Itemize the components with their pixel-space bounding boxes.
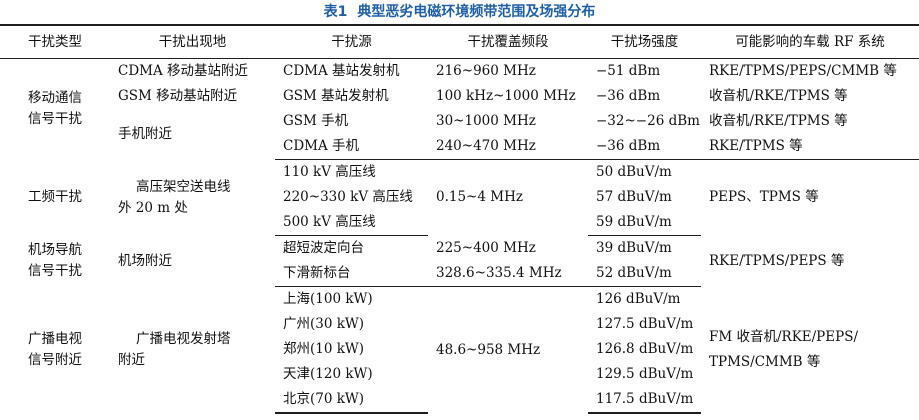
header-strength: 干扰场强度 — [588, 24, 701, 59]
band-cell: 48.6~958 MHz — [436, 341, 541, 358]
strength-cell: 39 dBuV/m — [596, 240, 672, 256]
source-cell: GSM 手机 — [283, 113, 349, 129]
systems-cell: 收音机/RKE/TPMS 等 — [709, 88, 848, 104]
band-cell: 30~1000 MHz — [436, 113, 536, 129]
strength-cell: 127.5 dBuV/m — [596, 316, 694, 332]
strength-cell: 126 dBuV/m — [596, 291, 681, 307]
band-cell: 328.6~335.4 MHz — [428, 261, 588, 287]
header-band: 干扰覆盖频段 — [428, 24, 588, 59]
strength-cell: 52 dBuV/m — [588, 261, 701, 287]
header-location: 干扰出现地 — [110, 24, 275, 59]
table-row: CDMA 手机 240~470 MHz −36 dBm RKE/TPMS 等 — [0, 134, 919, 160]
source-cell: 下滑新标台 — [275, 261, 428, 287]
table-row: GSM 移动基站附近 GSM 基站发射机 100 kHz~1000 MHz −3… — [0, 84, 919, 109]
location-cell: CDMA 移动基站附近 — [118, 63, 249, 79]
source-cell: 北京(70 kW) — [275, 387, 428, 414]
strength-cell: 129.5 dBuV/m — [596, 366, 694, 382]
band-cell: 216~960 MHz — [436, 63, 536, 79]
location-cell: GSM 移动基站附近 — [118, 88, 238, 104]
location-cell: 手机附近 — [118, 125, 172, 142]
type-cell: 广播电视 信号附近 — [28, 330, 82, 368]
source-cell: 广州(30 kW) — [283, 316, 365, 332]
strength-cell: 50 dBuV/m — [596, 164, 672, 180]
location-cell: 高压架空送电线外 20 m 处 — [118, 178, 231, 216]
source-cell: 郑州(10 kW) — [283, 341, 365, 357]
table-row: 广州(30 kW) 127.5 dBuV/m — [0, 312, 919, 337]
table-row: 广播电视 信号附近 广播电视发射塔 附近 上海(100 kW) 48.6~958 M… — [0, 287, 919, 370]
header-row: 干扰类型 干扰出现地 干扰源 干扰覆盖频段 干扰场强度 可能影响的车载 RF 系… — [0, 24, 919, 59]
type-cell: 工频干扰 — [28, 189, 82, 205]
systems-cell: RKE/TPMS/PEPS 等 — [709, 252, 845, 269]
strength-cell: −36 dBm — [588, 134, 701, 160]
systems-cell: 收音机/RKE/TPMS 等 — [709, 113, 848, 129]
source-cell: 天津(120 kW) — [283, 366, 373, 382]
source-cell: CDMA 基站发射机 — [283, 63, 400, 79]
table-row: 手机附近 GSM 手机 30~1000 MHz −32~−26 dBm 收音机/… — [0, 109, 919, 142]
band-cell: 100 kHz~1000 MHz — [436, 88, 576, 104]
source-cell: 500 kV 高压线 — [275, 210, 428, 236]
band-cell: 240~470 MHz — [428, 134, 588, 160]
strength-cell: 126.8 dBuV/m — [596, 341, 694, 357]
systems-cell: PEPS、TPMS 等 — [709, 189, 819, 206]
header-source: 干扰源 — [275, 24, 428, 59]
systems-cell: RKE/TPMS 等 — [701, 134, 919, 160]
location-cell: 机场附近 — [118, 252, 172, 269]
table-row: 郑州(10 kW) 126.8 dBuV/m — [0, 337, 919, 362]
table-row: 工频干扰 高压架空送电线外 20 m 处 110 kV 高压线 0.15~4 M… — [0, 160, 919, 216]
table-row: 机场导航 信号干扰 机场附近 超短波定向台 225~400 MHz 39 dBuV… — [0, 236, 919, 279]
header-systems: 可能影响的车载 RF 系统 — [701, 24, 919, 59]
source-cell: GSM 基站发射机 — [283, 88, 389, 104]
table-row: 220~330 kV 高压线 57 dBuV/m — [0, 185, 919, 210]
strength-cell: 117.5 dBuV/m — [588, 387, 701, 414]
strength-cell: −36 dBm — [596, 88, 661, 104]
strength-cell: −32~−26 dBm — [596, 113, 700, 129]
table-row: 移动通信 信号干扰 CDMA 移动基站附近 CDMA 基站发射机 216~960 … — [0, 59, 919, 127]
source-cell: 上海(100 kW) — [283, 291, 373, 307]
source-cell: 220~330 kV 高压线 — [283, 189, 413, 205]
header-type: 干扰类型 — [0, 24, 110, 59]
source-cell: 超短波定向台 — [283, 240, 364, 256]
strength-cell: −51 dBm — [596, 63, 661, 79]
systems-cell: RKE/TPMS/PEPS/CMMB 等 — [709, 63, 897, 79]
band-cell: 225~400 MHz — [436, 239, 536, 256]
location-cell: 广播电视发射塔 附近 — [118, 330, 231, 368]
table-row: 北京(70 kW) 117.5 dBuV/m — [0, 387, 919, 414]
source-cell: 110 kV 高压线 — [283, 164, 376, 180]
table-title: 典型恶劣电磁环境频带范围及场强分布 — [357, 4, 596, 20]
type-cell: 移动通信 信号干扰 — [28, 90, 82, 128]
strength-cell: 57 dBuV/m — [596, 189, 672, 205]
band-cell: 0.15~4 MHz — [436, 189, 523, 206]
table-row: 天津(120 kW) 129.5 dBuV/m — [0, 362, 919, 387]
table-caption: 表1 典型恶劣电磁环境频带范围及场强分布 — [0, 0, 919, 24]
type-cell: 机场导航 信号干扰 — [28, 242, 82, 279]
table-row: 下滑新标台 328.6~335.4 MHz 52 dBuV/m — [0, 261, 919, 287]
table-number: 表1 — [323, 4, 348, 20]
source-cell: CDMA 手机 — [275, 134, 428, 160]
systems-cell: FM 收音机/RKE/PEPS/TPMS/CMMB 等 — [709, 328, 859, 370]
strength-cell: 59 dBuV/m — [588, 210, 701, 236]
interference-table: 干扰类型 干扰出现地 干扰源 干扰覆盖频段 干扰场强度 可能影响的车载 RF 系… — [0, 24, 919, 414]
table-row: 500 kV 高压线 59 dBuV/m — [0, 210, 919, 236]
